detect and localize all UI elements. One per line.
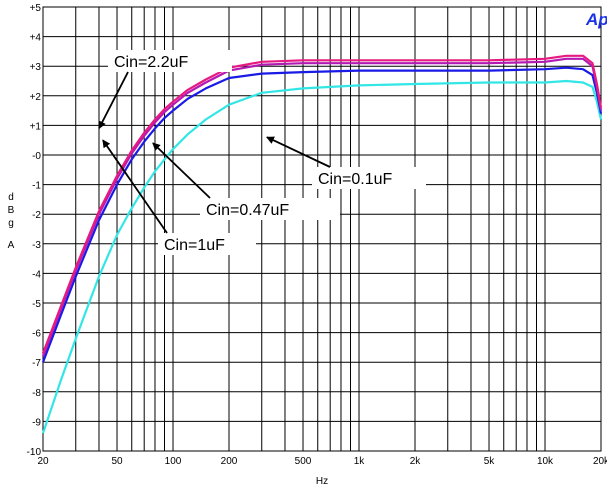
x-tick-label: 50 [111, 456, 123, 467]
x-tick-label: 100 [165, 456, 182, 467]
series-lines [41, 54, 603, 434]
x-tick-label: 20k [593, 456, 607, 467]
y-axis-label-char: B [8, 205, 15, 216]
y-axis-label-char: g [8, 218, 14, 229]
annotation-box [158, 233, 256, 255]
series-line [41, 66, 603, 363]
y-tick-label: +5 [30, 3, 42, 14]
x-tick-labels: 20 50 100 200 500 1k 2k 5k 10k 20k [37, 456, 607, 467]
series-line [41, 79, 603, 434]
annotation-arrow [98, 71, 129, 130]
ap-logo: Ap [585, 10, 607, 29]
x-tick-label: 5k [484, 456, 496, 467]
y-tick-label: -5 [32, 299, 41, 310]
y-tick-label: +2 [30, 92, 42, 103]
x-tick-label: 10k [537, 456, 554, 467]
y-tick-label: +1 [30, 121, 42, 132]
annotation-box [200, 198, 340, 220]
annotation-box [312, 167, 426, 189]
x-tick-label: 1k [354, 456, 366, 467]
annotation-arrow [102, 139, 168, 234]
y-tick-label: -6 [32, 329, 41, 340]
y-tick-label: -9 [32, 417, 41, 428]
annotation-label: Cin=0.1uF [318, 171, 392, 188]
y-tick-label: +3 [30, 62, 42, 73]
y-tick-label: -0 [32, 151, 41, 162]
annotations: Cin=2.2uF Cin=1uF Cin=0.47uF Cin=0.1uF [98, 50, 426, 255]
x-axis-label: Hz [316, 476, 328, 487]
y-tick-label: -10 [27, 447, 42, 458]
x-tick-label: 200 [221, 456, 238, 467]
annotation-arrow [266, 136, 331, 168]
y-tick-labels: +5 +4 +3 +2 +1 -0 -1 -2 -3 -4 -5 -6 -7 -8 -9 -10 [27, 3, 42, 458]
y-tick-label: -4 [32, 269, 41, 280]
x-tick-label: 500 [295, 456, 312, 467]
annotation-arrow [152, 142, 211, 199]
x-tick-label: 2k [410, 456, 422, 467]
annotation-label: Cin=2.2uF [114, 54, 188, 71]
y-axis-label-char: A [8, 240, 15, 251]
y-tick-label: -3 [32, 240, 41, 251]
y-tick-label: -7 [32, 358, 41, 369]
series-line [41, 57, 603, 357]
annotation-label: Cin=1uF [164, 237, 225, 254]
y-tick-label: -1 [32, 181, 41, 192]
y-tick-label: +4 [30, 33, 42, 44]
series-line [41, 54, 603, 354]
y-tick-label: -2 [32, 210, 41, 221]
plot-frame [42, 6, 602, 452]
annotation-label: Cin=0.47uF [206, 202, 289, 219]
annotation-box [108, 50, 232, 72]
x-tick-label: 20 [37, 456, 49, 467]
y-tick-label: -8 [32, 388, 41, 399]
y-axis-label-char: d [8, 192, 14, 203]
